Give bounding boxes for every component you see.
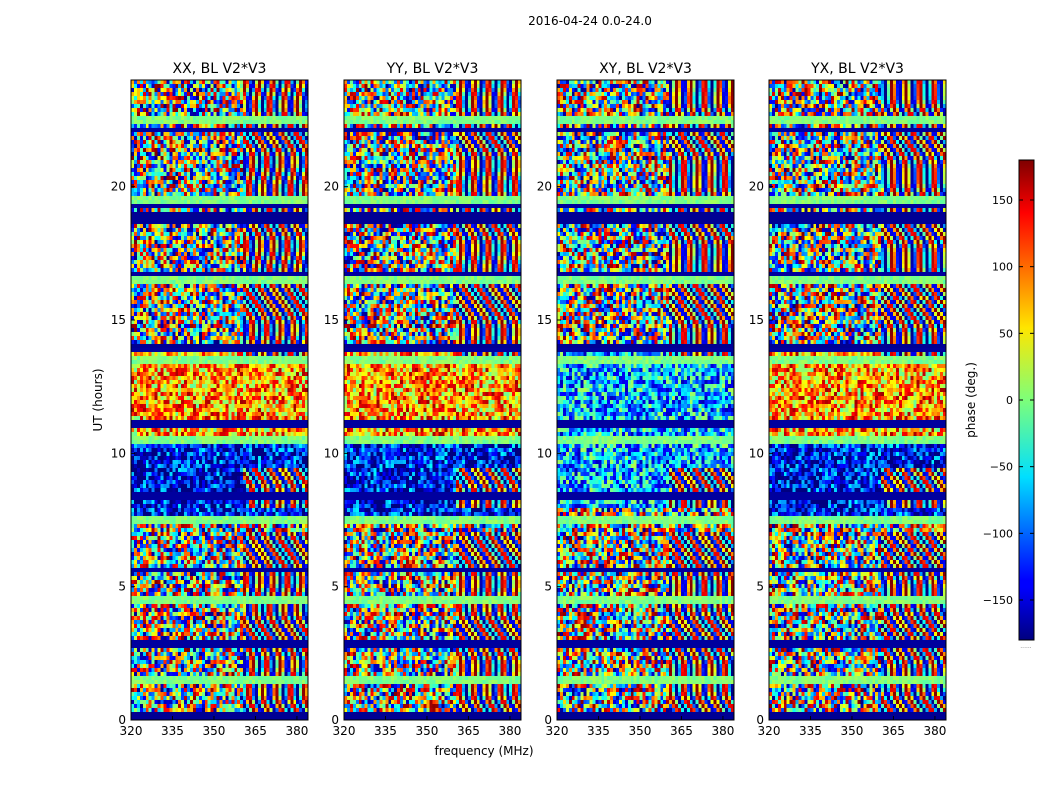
panel-title: YX, BL V2*V3 [810, 61, 904, 77]
colorbar-tick-label: −50 [990, 461, 1013, 474]
x-tick-label: 350 [629, 724, 652, 738]
panel-frame [130, 79, 309, 721]
panel-yx: YX, BL V2*V3 320 335 350 365 380 0 5 10 15 20 [749, 61, 947, 738]
heatmap-image [769, 80, 946, 720]
panel-xy: XY, BL V2*V3 320 335 350 365 380 0 5 10 15 20 [537, 61, 735, 738]
heatmap-image [557, 80, 734, 720]
panel-title: YY, BL V2*V3 [386, 61, 479, 77]
panel-frame [343, 79, 522, 721]
x-tick-label: 335 [587, 724, 610, 738]
x-tick-label: 320 [333, 724, 356, 738]
x-tick-label: 350 [841, 724, 864, 738]
y-tick-label: 15 [111, 313, 126, 327]
y-tick-label: 15 [537, 313, 552, 327]
x-tick-label: 380 [498, 724, 521, 738]
x-tick-label: 335 [799, 724, 822, 738]
x-tick-label: 350 [416, 724, 439, 738]
panel-frame [556, 79, 735, 721]
heatmap-image [344, 80, 521, 720]
x-tick-label: 365 [457, 724, 480, 738]
panel-yy: YY, BL V2*V3 320 335 350 365 380 0 5 10 15 20 [324, 61, 522, 738]
y-tick-label: 5 [756, 580, 764, 594]
panel-title: XY, BL V2*V3 [599, 61, 692, 77]
y-tick-label: 5 [331, 580, 339, 594]
x-tick-label: 320 [120, 724, 143, 738]
figure-title: 2016-04-24 0.0-24.0 [528, 14, 652, 28]
x-tick-label: 380 [711, 724, 734, 738]
colorbar-tick-label: 150 [992, 194, 1013, 207]
colorbar-note: ...... [1020, 643, 1032, 650]
colorbar-tick-label: 100 [992, 261, 1013, 274]
y-tick-label: 10 [111, 446, 126, 460]
x-tick-label: 365 [244, 724, 267, 738]
y-tick-label: 15 [749, 313, 764, 327]
y-tick-label: 0 [756, 713, 764, 727]
colorbar: 150 100 50 0 −50 −100 −150 phase (deg.) ...... [964, 159, 1035, 650]
colorbar-label: phase (deg.) [964, 362, 978, 438]
y-tick-label: 0 [118, 713, 126, 727]
panel-xx: XX, BL V2*V3 320 335 350 365 380 0 5 10 15 20 [111, 61, 309, 738]
y-tick-label: 10 [324, 446, 339, 460]
panel-title: XX, BL V2*V3 [173, 61, 267, 77]
y-tick-label: 5 [118, 580, 126, 594]
x-axis-label: frequency (MHz) [434, 744, 533, 758]
y-tick-label: 0 [331, 713, 339, 727]
y-tick-label: 20 [749, 180, 764, 194]
colorbar-tick-label: −100 [983, 527, 1013, 540]
panel-frame [768, 79, 947, 721]
colorbar-ticks: 150 100 50 0 −50 −100 −150 [983, 194, 1034, 607]
x-tick-label: 365 [670, 724, 693, 738]
y-tick-label: 20 [111, 180, 126, 194]
x-tick-label: 380 [923, 724, 946, 738]
y-tick-label: 20 [537, 180, 552, 194]
x-tick-label: 335 [374, 724, 397, 738]
x-tick-label: 320 [546, 724, 569, 738]
y-axis-label: UT (hours) [91, 368, 105, 431]
heatmap-image [131, 80, 308, 720]
y-tick-label: 20 [324, 180, 339, 194]
x-tick-label: 335 [161, 724, 184, 738]
y-tick-label: 0 [544, 713, 552, 727]
y-tick-label: 10 [537, 446, 552, 460]
y-tick-label: 15 [324, 313, 339, 327]
colorbar-tick-label: 0 [1006, 394, 1013, 407]
colorbar-tick-label: −150 [983, 594, 1013, 607]
x-tick-label: 365 [882, 724, 905, 738]
x-tick-label: 350 [203, 724, 226, 738]
colorbar-tick-label: 50 [999, 327, 1013, 340]
y-tick-label: 5 [544, 580, 552, 594]
x-tick-label: 320 [758, 724, 781, 738]
x-tick-label: 380 [285, 724, 308, 738]
y-tick-label: 10 [749, 446, 764, 460]
